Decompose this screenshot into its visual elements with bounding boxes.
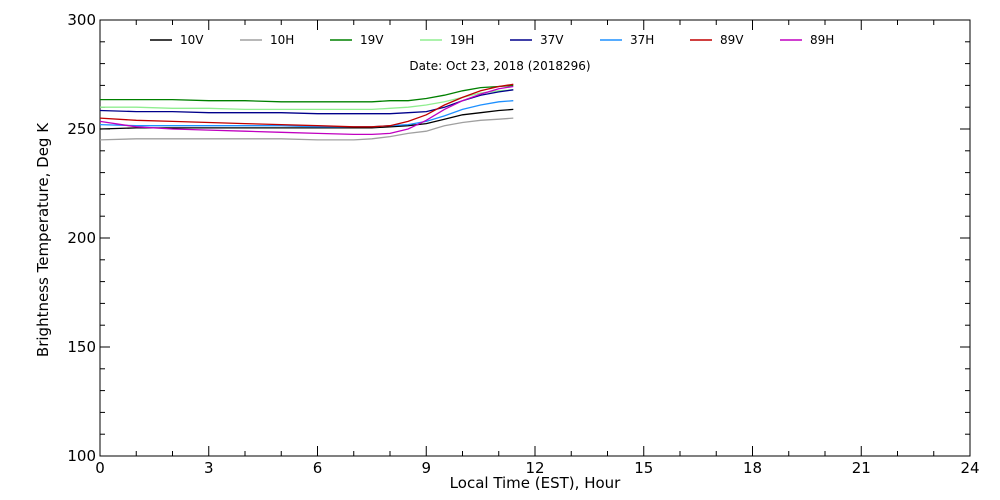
y-tick-label: 300	[67, 11, 96, 29]
y-tick-label: 250	[67, 120, 96, 138]
series-line-89h	[99, 85, 514, 136]
x-tick-label: 6	[313, 459, 323, 477]
x-tick-label: 3	[204, 459, 214, 477]
tick-labels: 0 3 6 9 12 15 18 21 24 100 150 200 250 300	[67, 11, 979, 477]
series-line-10h	[99, 117, 514, 141]
legend-label-10v: 10V	[180, 33, 204, 47]
x-tick-label: 21	[852, 459, 871, 477]
series-lines	[99, 83, 514, 141]
y-tick-label: 150	[67, 338, 96, 356]
series-line-19v	[100, 84, 514, 103]
y-tick-label: 100	[67, 447, 96, 465]
legend-label-89h: 89H	[810, 33, 834, 47]
legend: 10V 10H 19V 19H 37V 37H 89V 89H	[150, 33, 834, 47]
chart-title: Date: Oct 23, 2018 (2018296)	[409, 59, 590, 73]
legend-label-37h: 37H	[630, 33, 654, 47]
x-tick-label: 9	[421, 459, 431, 477]
y-tick-label: 200	[67, 229, 96, 247]
legend-label-37v: 37V	[540, 33, 564, 47]
x-tick-label: 24	[960, 459, 979, 477]
ticks	[99, 19, 971, 457]
series-line-19h	[100, 89, 514, 111]
legend-label-10h: 10H	[270, 33, 294, 47]
series-line-10v	[99, 108, 514, 130]
x-tick-label: 15	[634, 459, 653, 477]
x-tick-label: 0	[95, 459, 105, 477]
y-axis-label: Brightness Temperature, Deg K	[34, 122, 52, 357]
legend-label-89v: 89V	[720, 33, 744, 47]
legend-label-19v: 19V	[360, 33, 384, 47]
x-axis-label: Local Time (EST), Hour	[450, 474, 621, 492]
legend-label-19h: 19H	[450, 33, 474, 47]
plot-frame	[99, 19, 971, 457]
x-tick-label: 12	[525, 459, 544, 477]
series-line-89v	[99, 83, 514, 128]
x-tick-label: 18	[743, 459, 762, 477]
